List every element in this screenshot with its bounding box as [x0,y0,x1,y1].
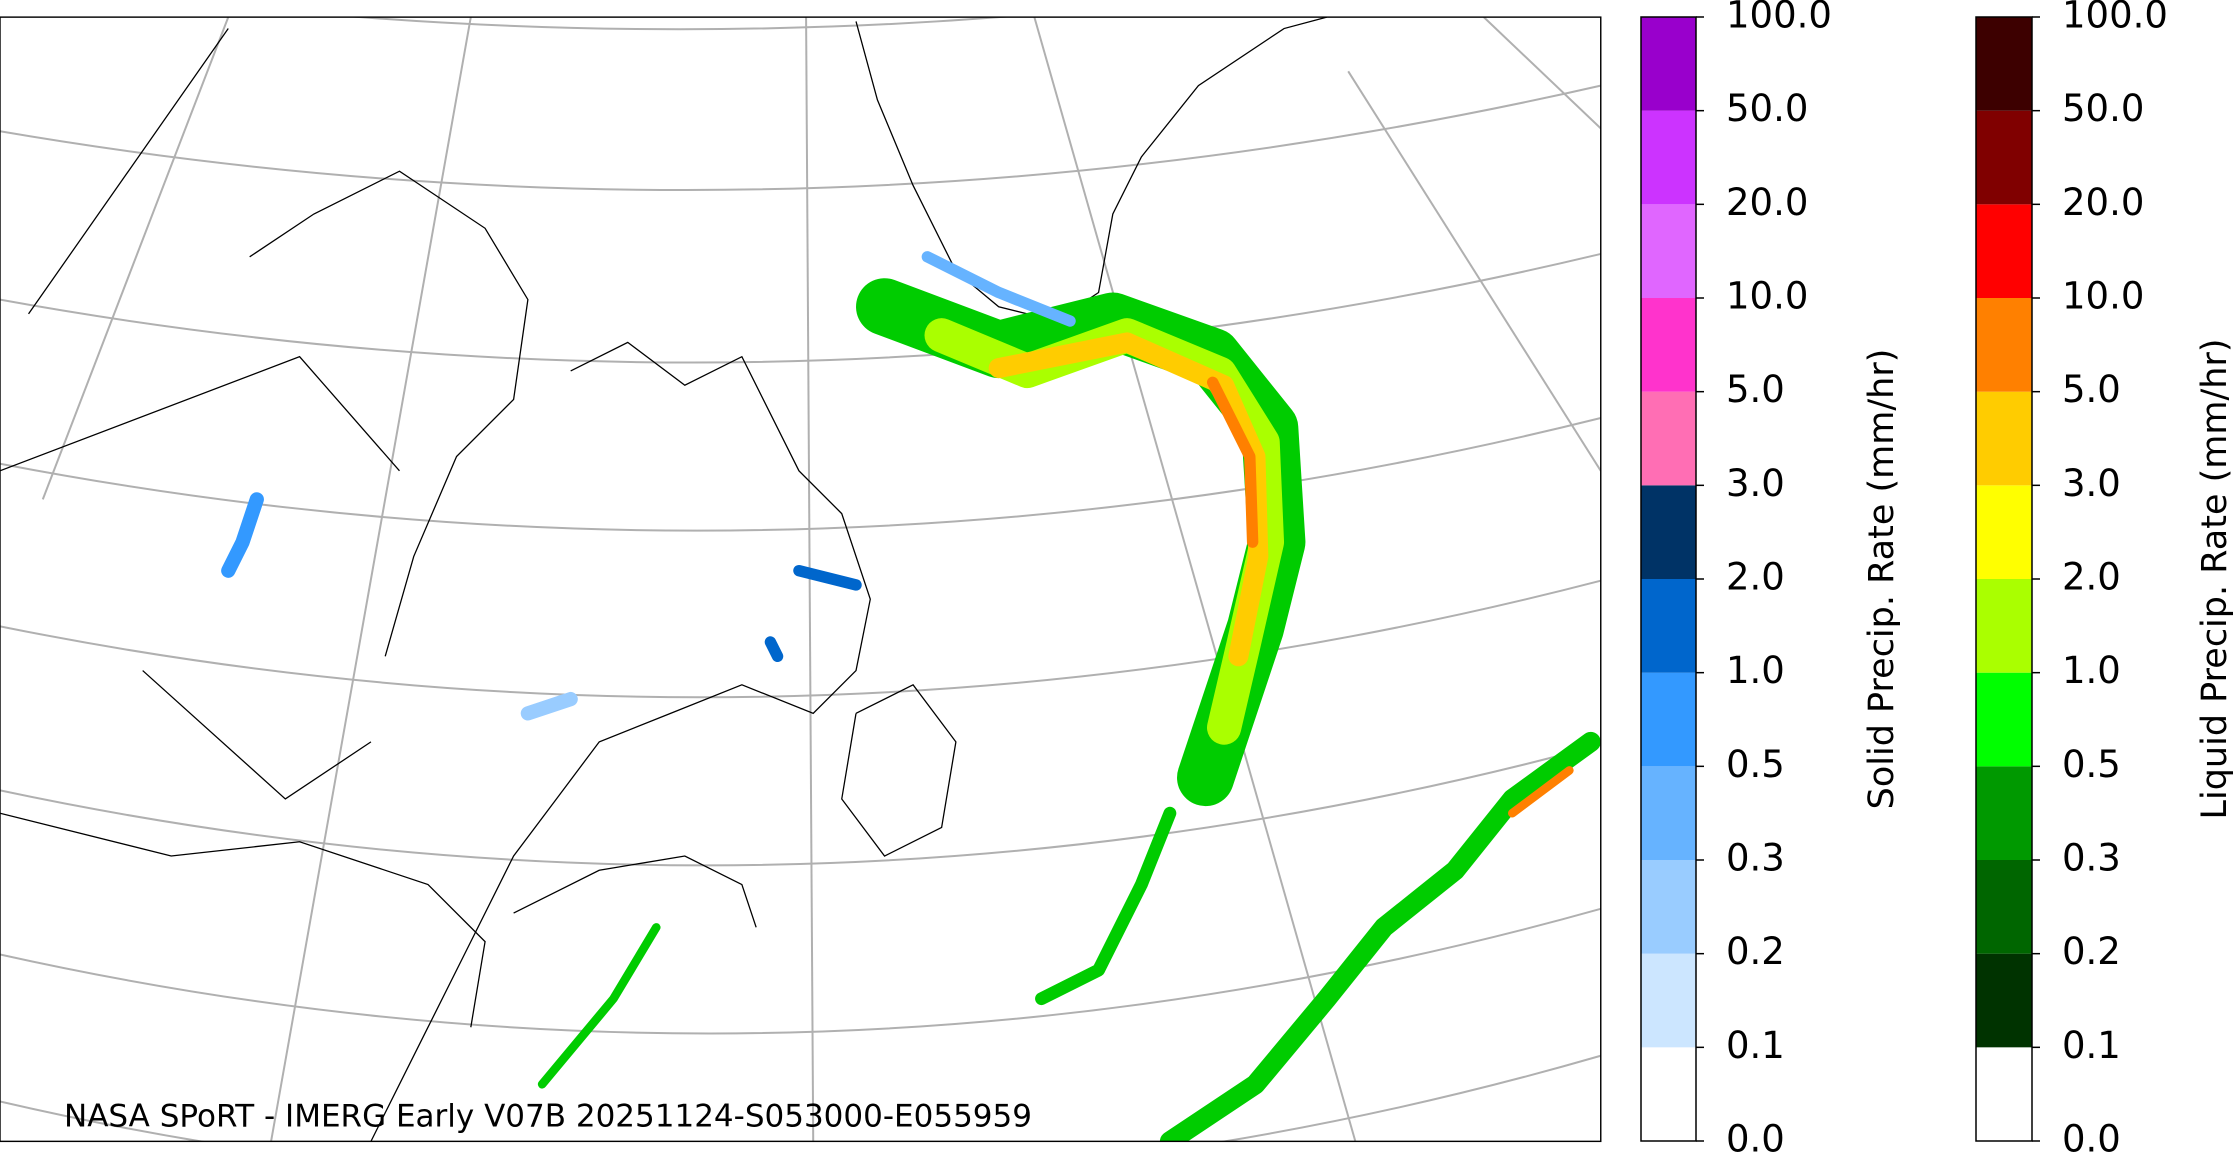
colorbar-tick-label: 10.0 [1726,275,1808,318]
colorbar-segment [1976,17,2032,111]
parallel [0,417,1601,532]
colorbar-segment [1641,110,1696,205]
map [0,16,1602,1143]
colorbar-tick-label: 0.1 [1726,1024,1785,1067]
colorbar-segment [1641,391,1696,486]
colorbar-tick-label: 5.0 [2062,368,2121,411]
colorbar-segment [1976,298,2032,392]
colorbar-tick-label: 3.0 [1726,462,1785,505]
colorbar-tick-label: 0.5 [2062,743,2121,786]
colorbar-segment [1641,766,1696,860]
colorbar-segment [1641,204,1696,298]
colorbar-segment [1976,485,2032,579]
colorbar-segment [1976,391,2032,486]
colorbar-segment [1976,860,2032,954]
meridian [1483,17,1601,130]
colorbar-segment [1641,953,1696,1048]
colorbar-tick-label: 0.0 [1726,1118,1785,1161]
graticule [0,17,1601,1142]
colorbar-segment [1976,766,2032,860]
meridian [1033,17,1357,1142]
map-frame [0,16,1602,1143]
parallel [0,84,1601,191]
colorbar-tick-label: 0.3 [1726,837,1785,880]
colorbar-tick-label: 100.0 [2062,0,2168,37]
colorbar-tick-label: 2.0 [2062,556,2121,599]
colorbar-tick-label: 100.0 [1726,0,1832,37]
footer-text: NASA SPoRT - IMERG Early V07B 20251124-S… [64,1099,1032,1135]
colorbar-segment [1976,204,2032,298]
colorbar-segment [1641,485,1696,579]
colorbar-tick-label: 0.2 [2062,930,2121,973]
colorbar-tick-label: 0.1 [2062,1024,2121,1067]
colorbar-segment [1641,579,1696,673]
colorbar-tick-label: 1.0 [2062,649,2121,692]
colorbar-label: Solid Precip. Rate (mm/hr) [1862,349,1902,810]
colorbar-tick-label: 0.5 [1726,743,1785,786]
colorbar-tick-label: 3.0 [2062,462,2121,505]
coastlines [0,17,1327,1142]
meridian [41,17,230,500]
colorbar-tick-label: 1.0 [1726,649,1785,692]
colorbar-segment [1976,110,2032,205]
meridian [1347,70,1601,472]
colorbar-segment [1641,860,1696,954]
parallel [0,579,1601,699]
colorbar-tick-label: 20.0 [2062,181,2144,224]
colorbar-segment [1976,953,2032,1048]
colorbar-segment [1976,672,2032,767]
colorbar-segment [1641,298,1696,392]
colorbar-tick-label: 10.0 [2062,275,2144,318]
parallel [347,17,1013,31]
colorbar-tick-label: 0.3 [2062,837,2121,880]
colorbar-label: Liquid Precip. Rate (mm/hr) [2195,338,2235,819]
colorbar-tick-label: 20.0 [1726,181,1808,224]
colorbar-tick-label: 0.2 [1726,930,1785,973]
precipitation [221,251,1601,1142]
colorbar-segment [1976,579,2032,673]
colorbar-segment [1641,672,1696,767]
map-content [0,17,1601,1142]
colorbar-tick-label: 0.0 [2062,1118,2121,1161]
meridian [805,17,815,1142]
colorbar-tick-label: 50.0 [2062,87,2144,130]
colorbar-segment [1976,1047,2032,1141]
meridian [270,17,472,1142]
parallel [0,743,1601,867]
parallel [0,1054,1601,1142]
colorbar-segment [1641,1047,1696,1141]
parallel [0,252,1601,364]
colorbar-tick-label: 5.0 [1726,368,1785,411]
colorbar-tick-label: 2.0 [1726,556,1785,599]
colorbar-segment [1641,17,1696,111]
colorbar-tick-label: 50.0 [1726,87,1808,130]
